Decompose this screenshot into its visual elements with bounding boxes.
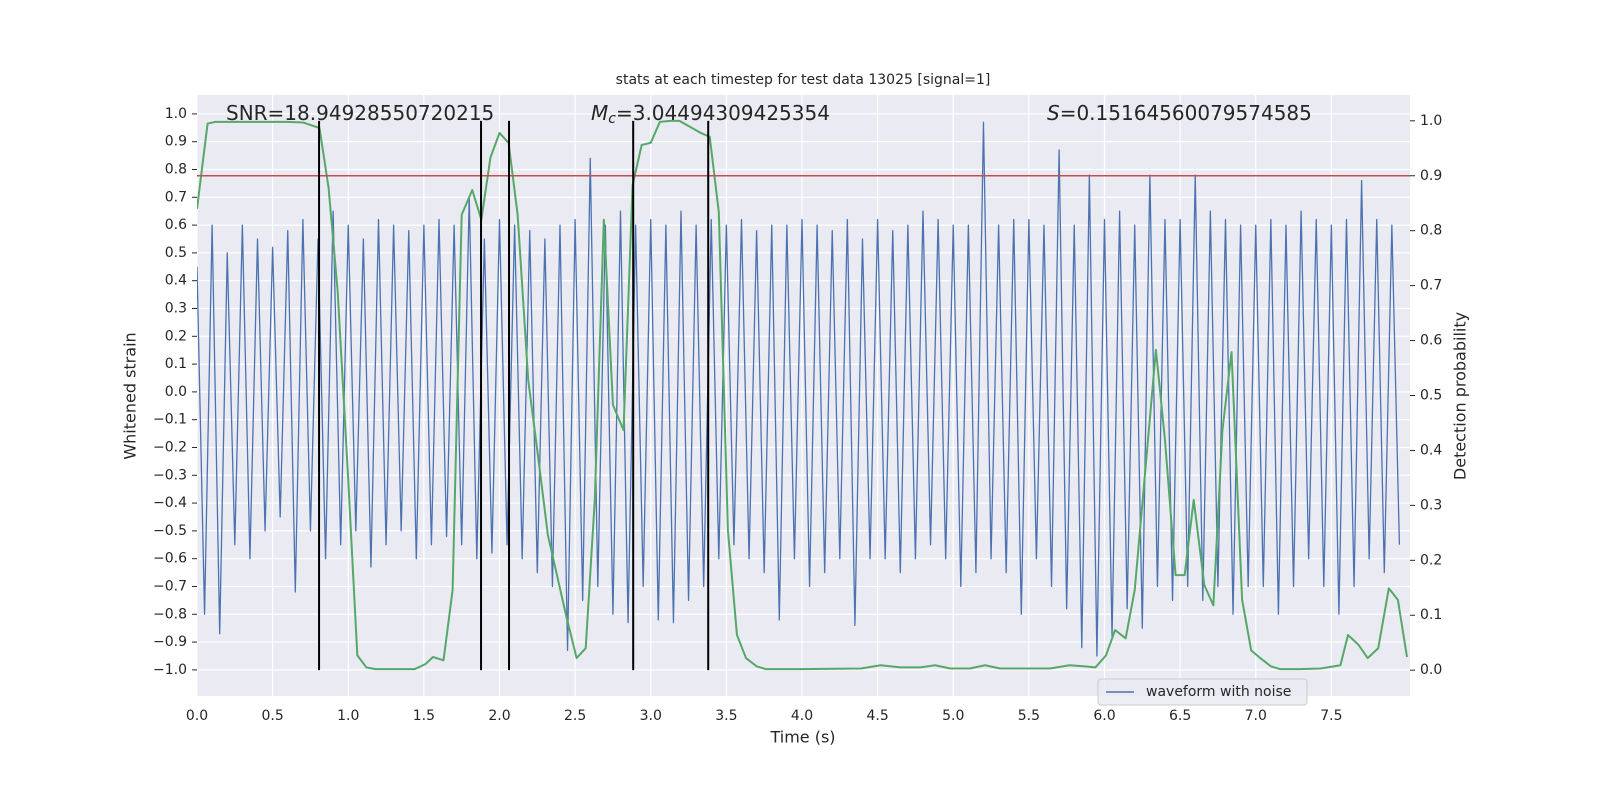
y-tick-label: 0.5 <box>165 245 187 261</box>
y2-tick-label: 0.0 <box>1420 662 1442 678</box>
y-tick-label: −0.1 <box>153 412 187 428</box>
y-tick-label: −1.0 <box>153 662 187 678</box>
x-tick-label: 0.0 <box>186 708 208 724</box>
y2-tick-label: 0.6 <box>1420 333 1442 349</box>
chart-title: stats at each timestep for test data 130… <box>616 72 991 88</box>
y2-tick-label: 0.3 <box>1420 497 1442 513</box>
annotation: SNR=18.94928550720215 <box>226 101 494 125</box>
x-tick-label: 2.5 <box>564 708 586 724</box>
x-tick-label: 1.0 <box>337 708 359 724</box>
y-tick-label: −0.6 <box>153 551 187 567</box>
x-tick-label: 3.0 <box>640 708 662 724</box>
y-tick-label: 0.8 <box>165 161 187 177</box>
y-tick-label: −0.3 <box>153 467 187 483</box>
annotation: Mc=3.04494309425354 <box>591 101 830 128</box>
y-tick-label: 0.4 <box>165 273 187 289</box>
x-axis-label: Time (s) <box>769 728 835 747</box>
y2-tick-label: 0.1 <box>1420 607 1442 623</box>
annotation-text: SNR=18.94928550720215 <box>226 101 494 125</box>
x-tick-label: 1.5 <box>413 708 435 724</box>
legend-box <box>1097 678 1308 706</box>
y-tick-label: 0.3 <box>165 300 187 316</box>
y2-tick-label: 1.0 <box>1420 113 1442 129</box>
annotation-symbol: S <box>1047 101 1060 125</box>
legend-label: waveform with noise <box>1146 684 1291 700</box>
annotation-subscript: c <box>608 111 616 127</box>
y2-tick-label: 0.9 <box>1420 168 1442 184</box>
y-axis-label: Whitened strain <box>121 332 140 459</box>
y-tick-label: 0.2 <box>165 328 187 344</box>
x-tick-label: 7.5 <box>1320 708 1342 724</box>
x-tick-label: 5.5 <box>1018 708 1040 724</box>
y-tick-label: −0.2 <box>153 439 187 455</box>
y2-tick-label: 0.4 <box>1420 442 1442 458</box>
x-tick-label: 3.5 <box>715 708 737 724</box>
y2-tick-label: 0.5 <box>1420 388 1442 404</box>
annotation: S=0.15164560079574585 <box>1047 101 1312 125</box>
y-tick-label: −0.7 <box>153 578 187 594</box>
annotation-symbol: M <box>591 101 608 125</box>
x-tick-label: 4.5 <box>866 708 888 724</box>
y2-tick-label: 0.2 <box>1420 552 1442 568</box>
y-tick-label: 0.0 <box>165 384 187 400</box>
y-tick-label: −0.5 <box>153 523 187 539</box>
x-tick-label: 0.5 <box>261 708 283 724</box>
annotation-text: =0.15164560079574585 <box>1060 101 1312 125</box>
y2-tick-label: 0.8 <box>1420 223 1442 239</box>
waveform-line <box>197 121 1401 657</box>
x-tick-label: 6.0 <box>1093 708 1115 724</box>
y-tick-label: −0.4 <box>153 495 187 511</box>
y-tick-label: 0.6 <box>165 217 187 233</box>
y-tick-label: 0.7 <box>165 189 187 205</box>
y2-tick-label: 0.7 <box>1420 278 1442 294</box>
x-tick-label: 6.5 <box>1169 708 1191 724</box>
x-tick-label: 4.0 <box>791 708 813 724</box>
x-tick-label: 2.0 <box>488 708 510 724</box>
y-tick-label: −0.8 <box>153 606 187 622</box>
annotation-text: =3.04494309425354 <box>616 101 830 125</box>
y-tick-label: −0.9 <box>153 634 187 650</box>
plot-layer <box>197 119 1410 671</box>
legend: waveform with noise <box>1097 678 1308 706</box>
y-tick-label: 0.1 <box>165 356 187 372</box>
probability-line <box>197 119 1408 671</box>
x-tick-label: 7.0 <box>1245 708 1267 724</box>
y2-axis-label: Detection probability <box>1451 312 1470 480</box>
plot-area <box>197 95 1410 696</box>
x-tick-label: 5.0 <box>942 708 964 724</box>
y-tick-label: 1.0 <box>165 106 187 122</box>
y-tick-label: 0.9 <box>165 134 187 150</box>
